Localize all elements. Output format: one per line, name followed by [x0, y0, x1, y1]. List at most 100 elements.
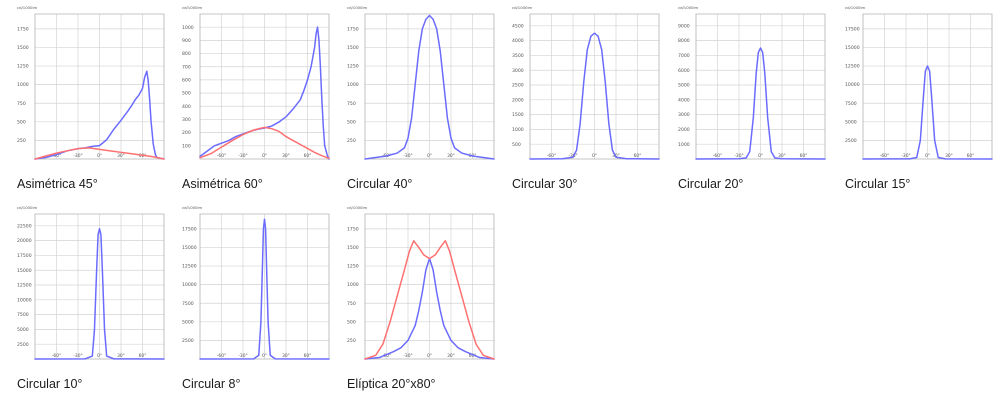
- y-tick-label: 12500: [182, 264, 197, 270]
- chart-caption: Asimétrica 60°: [182, 177, 263, 191]
- y-tick-label: 1500: [512, 112, 524, 118]
- chart-caption: Circular 40°: [347, 177, 413, 191]
- x-tick-label: -60°: [217, 153, 226, 159]
- y-tick-label: 10000: [845, 82, 860, 88]
- y-tick-label: 1750: [347, 26, 359, 32]
- y-tick-label: 1500: [347, 45, 359, 51]
- y-tick-label: 1000: [347, 82, 359, 88]
- chart-svg: cd/1000lm 2500 5000 7500 10000 12500 15000 1750…: [845, 5, 993, 160]
- y-tick-label: 2500: [17, 342, 29, 348]
- y-tick-label: 7500: [182, 301, 194, 307]
- y-tick-label: 2000: [678, 127, 690, 133]
- series-line: [695, 47, 826, 160]
- y-tick-label: 1750: [17, 26, 29, 32]
- y-tick-label: 2000: [512, 97, 524, 103]
- plot-frame: [364, 13, 495, 160]
- x-tick-label: 0°: [262, 153, 267, 159]
- series-line: [364, 240, 495, 360]
- y-tick-label: 10000: [17, 297, 32, 303]
- x-tick-label: 0°: [262, 353, 267, 359]
- x-tick-label: -30°: [403, 353, 412, 359]
- x-tick-label: 0°: [97, 353, 102, 359]
- chart-panel-circular-10: cd/1000lm 2500 5000 7500 10000 12500 15000 1750…: [15, 204, 167, 399]
- x-tick-label: 30°: [447, 153, 455, 159]
- x-tick-label: 30°: [447, 353, 455, 359]
- unit-label: cd/1000lm: [347, 5, 367, 10]
- y-tick-label: 12500: [845, 64, 860, 70]
- y-tick-label: 500: [17, 119, 26, 125]
- unit-label: cd/1000lm: [678, 5, 698, 10]
- chart-caption: Circular 10°: [17, 377, 83, 391]
- y-tick-label: 3000: [512, 68, 524, 74]
- y-tick-label: 4500: [512, 23, 524, 29]
- y-tick-label: 17500: [17, 253, 32, 259]
- x-tick-label: -60°: [713, 153, 722, 159]
- x-tick-label: -60°: [217, 353, 226, 359]
- y-tick-label: 100: [182, 143, 191, 149]
- y-tick-label: 15000: [17, 268, 32, 274]
- y-tick-label: 500: [182, 91, 191, 97]
- series-line: [34, 228, 165, 360]
- y-tick-label: 1000: [347, 282, 359, 288]
- y-tick-label: 3500: [512, 53, 524, 59]
- y-tick-label: 1000: [182, 25, 194, 31]
- y-tick-label: 750: [347, 301, 356, 307]
- y-tick-label: 20000: [17, 238, 32, 244]
- x-tick-label: -60°: [880, 153, 889, 159]
- chart-caption: Circular 15°: [845, 177, 911, 191]
- y-tick-label: 7500: [845, 101, 857, 107]
- y-tick-label: 5000: [845, 119, 857, 125]
- chart-panel-circular-30: cd/1000lm 500 1000 1500 2000 2500 3000 3500 4000…: [510, 4, 662, 199]
- series-line: [199, 126, 330, 160]
- unit-label: cd/1000lm: [182, 5, 202, 10]
- y-tick-label: 250: [17, 138, 26, 144]
- y-tick-label: 1500: [347, 245, 359, 251]
- chart-svg: cd/1000lm 500 1000 1500 2000 2500 3000 3500 4000…: [512, 5, 660, 160]
- chart-panel-asimetrica-45: cd/1000lm 250 500 750 1000 1250 1500 1750 -60° -3…: [15, 4, 167, 199]
- y-tick-label: 900: [182, 38, 191, 44]
- x-tick-label: 60°: [139, 353, 147, 359]
- y-tick-label: 1250: [347, 264, 359, 270]
- y-tick-label: 400: [182, 104, 191, 110]
- chart-panel-circular-8: cd/1000lm 2500 5000 7500 10000 12500 15000 1750…: [180, 204, 332, 399]
- y-tick-label: 1000: [512, 127, 524, 133]
- x-tick-label: -30°: [403, 153, 412, 159]
- x-tick-label: 30°: [117, 153, 125, 159]
- x-tick-label: 60°: [304, 153, 312, 159]
- y-tick-label: 2500: [845, 138, 857, 144]
- y-tick-label: 1250: [17, 64, 29, 70]
- series-line: [199, 26, 330, 160]
- series-line: [529, 32, 660, 160]
- chart-panel-circular-15: cd/1000lm 2500 5000 7500 10000 12500 15000 1750…: [843, 4, 995, 199]
- chart-panel-asimetrica-60: cd/1000lm 100 200 300 400 500 600 700 800 900 1000…: [180, 4, 332, 199]
- chart-caption: Circular 8°: [182, 377, 241, 391]
- y-tick-label: 1750: [347, 226, 359, 232]
- y-tick-label: 4000: [512, 38, 524, 44]
- x-tick-label: -60°: [547, 153, 556, 159]
- series-line: [34, 147, 165, 160]
- x-tick-label: -60°: [382, 353, 391, 359]
- chart-svg: cd/1000lm 100 200 300 400 500 600 700 800 900 1000…: [182, 5, 330, 160]
- y-tick-label: 250: [347, 138, 356, 144]
- y-tick-label: 500: [512, 142, 521, 148]
- y-tick-label: 10000: [182, 282, 197, 288]
- y-tick-label: 750: [347, 101, 356, 107]
- y-tick-label: 500: [347, 119, 356, 125]
- chart-caption: Elíptica 20°x80°: [347, 377, 436, 391]
- y-tick-label: 1500: [17, 45, 29, 51]
- y-tick-label: 15000: [845, 45, 860, 51]
- y-tick-label: 17500: [845, 26, 860, 32]
- y-tick-label: 7500: [17, 312, 29, 318]
- plot-frame: [34, 13, 165, 160]
- x-tick-label: 60°: [304, 353, 312, 359]
- x-tick-label: 60°: [800, 153, 808, 159]
- y-tick-label: 500: [347, 319, 356, 325]
- x-tick-label: 0°: [592, 153, 597, 159]
- chart-panel-circular-20: cd/1000lm 1000 2000 3000 4000 5000 6000 7000 800…: [676, 4, 828, 199]
- chart-panel-eliptica-20x80: cd/1000lm 250 500 750 1000 1250 1500 1750 -60° -3…: [345, 204, 497, 399]
- x-tick-label: 0°: [97, 153, 102, 159]
- y-tick-label: 1000: [678, 142, 690, 148]
- y-tick-label: 22500: [17, 223, 32, 229]
